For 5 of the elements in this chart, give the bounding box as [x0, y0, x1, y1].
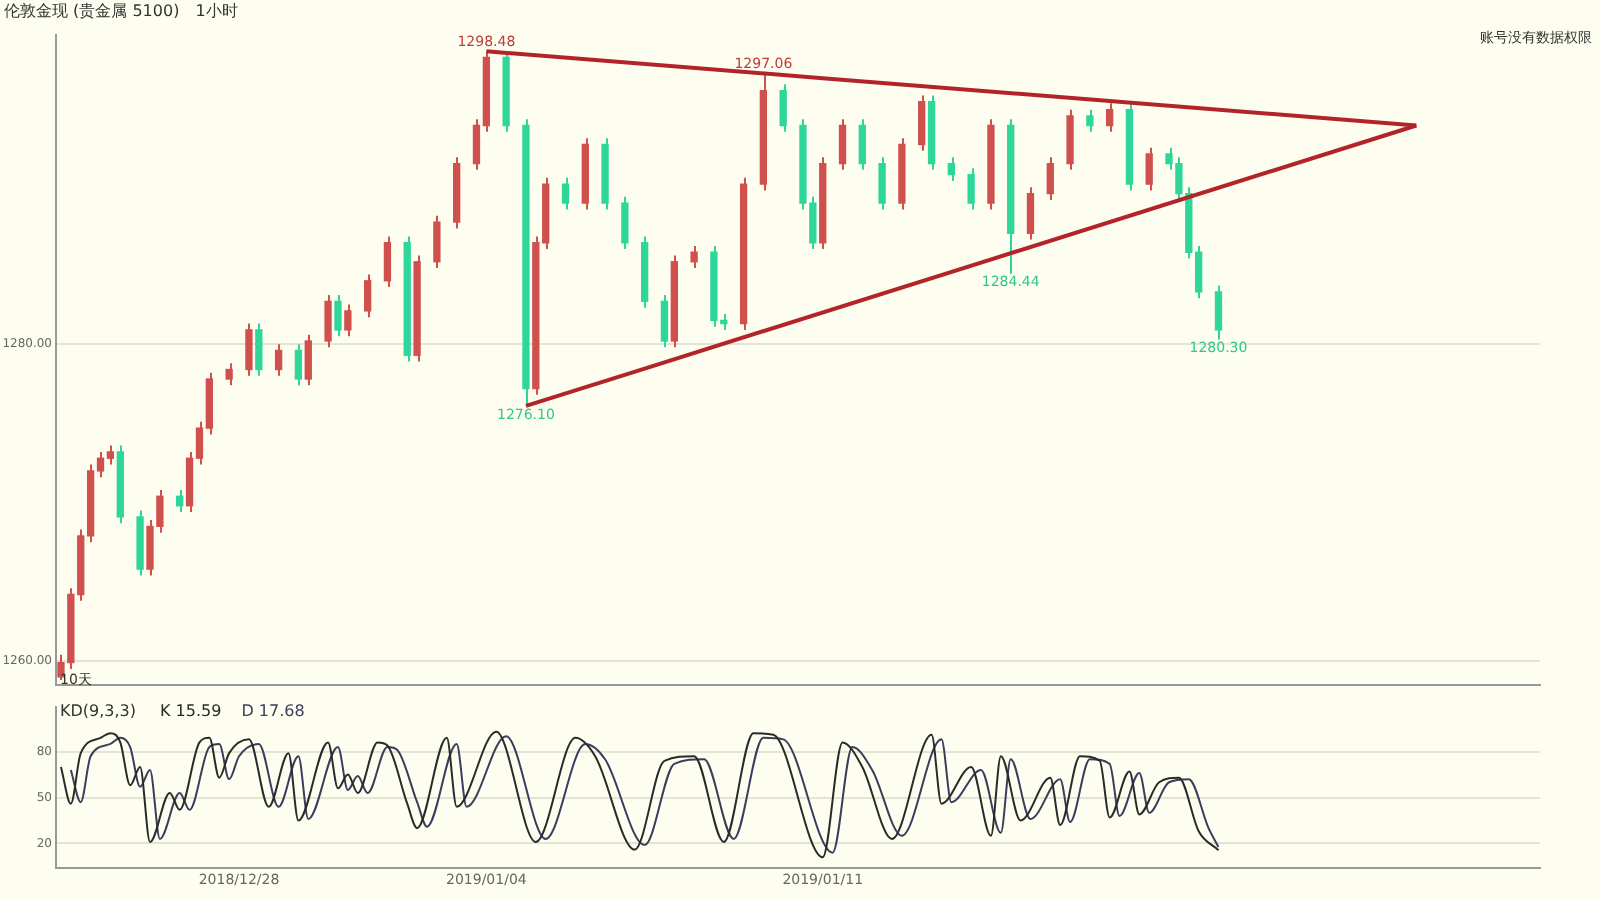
chart-title: 伦敦金现 (贵金属 5100) — [4, 2, 180, 20]
series-label: K 15.59 — [160, 702, 222, 720]
chart-subtitle: 1小时 — [195, 2, 238, 20]
series-label: D 17.68 — [241, 702, 305, 720]
chart-title: KD(9,3,3) — [60, 702, 137, 720]
